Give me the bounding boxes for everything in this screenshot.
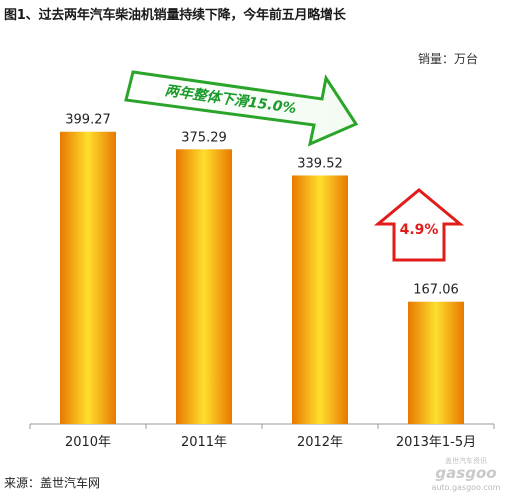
bar xyxy=(292,175,348,424)
gasgoo-watermark-logo: 盖世汽车资讯 gasgoo auto.gasgoo.com xyxy=(432,456,501,492)
svg-text:auto.gasgoo.com: auto.gasgoo.com xyxy=(432,483,501,492)
bar xyxy=(176,149,232,424)
bar-value-label: 375.29 xyxy=(181,130,227,145)
growth-annotation-text: 4.9% xyxy=(400,222,439,238)
chart-title: 图1、过去两年汽车柴油机销量持续下降，今年前五月略增长 xyxy=(4,8,346,23)
bar xyxy=(408,301,464,424)
axis-layer xyxy=(29,423,495,429)
x-tick-label: 2010年 xyxy=(65,435,111,450)
bar-value-label: 339.52 xyxy=(297,156,343,171)
red-arrow-up-icon xyxy=(373,188,465,262)
bar-value-label: 167.06 xyxy=(413,283,459,298)
x-tick-label: 2011年 xyxy=(181,435,227,450)
labels-layer: 399.27 2010年 375.29 2011年 339.52 2012年 167.06 2… xyxy=(65,113,476,450)
svg-text:盖世汽车资讯: 盖世汽车资讯 xyxy=(445,456,487,465)
x-tick-label: 2012年 xyxy=(297,435,343,450)
decline-arrow-annotation: 两年整体下滑15.0% xyxy=(124,70,359,147)
green-arrow-icon xyxy=(124,70,359,147)
x-tick-label: 2013年1-5月 xyxy=(396,435,476,450)
bar-value-label: 399.27 xyxy=(65,113,111,128)
unit-label: 销量：万台 xyxy=(417,52,478,66)
growth-arrow-annotation: 4.9% xyxy=(373,188,465,262)
bar xyxy=(60,131,116,424)
bars-layer xyxy=(60,131,464,424)
source-label: 来源：盖世汽车网 xyxy=(4,476,101,490)
svg-text:gasgoo: gasgoo xyxy=(435,464,496,482)
